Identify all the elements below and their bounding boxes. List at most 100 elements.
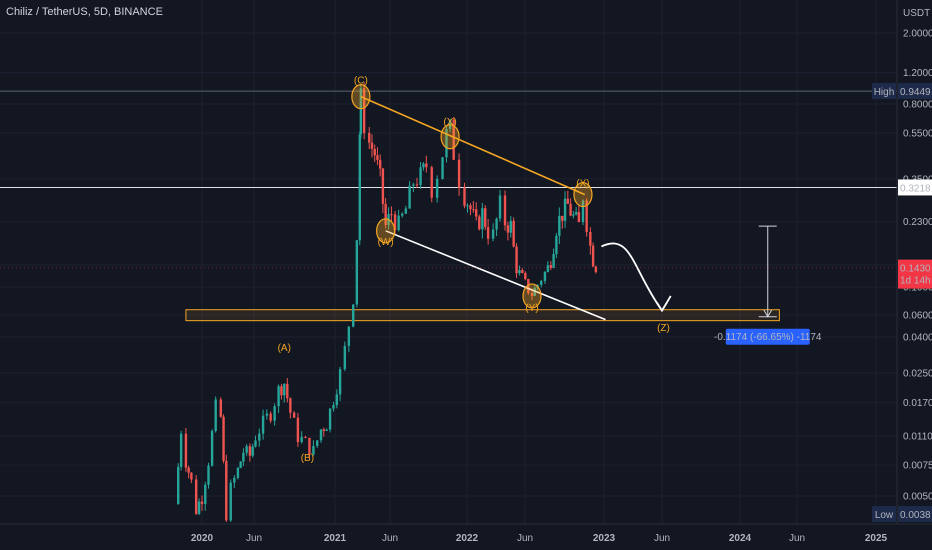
candle	[495, 218, 498, 230]
candle	[552, 254, 555, 268]
time-axis-label: Jun	[246, 533, 262, 544]
level-value-box	[898, 179, 932, 196]
wave-label: (C)	[354, 75, 368, 86]
candle	[543, 271, 547, 281]
time-axis-label: 2021	[324, 533, 347, 544]
candle	[589, 231, 592, 246]
pivot-circle	[522, 283, 542, 309]
candle	[283, 383, 286, 396]
candle	[524, 272, 527, 280]
candle	[555, 235, 558, 255]
high-value: 0.9449	[900, 87, 931, 98]
candle	[558, 215, 561, 236]
time-axis-label: Jun	[382, 533, 398, 544]
high-tag-label: High	[874, 87, 895, 98]
candle	[527, 279, 530, 294]
candle	[222, 416, 225, 461]
candle	[376, 155, 379, 160]
candle	[569, 203, 572, 216]
candle	[289, 398, 292, 413]
candle	[378, 159, 382, 169]
pivot-circle	[376, 218, 396, 244]
candle	[408, 185, 411, 209]
candle	[229, 482, 232, 521]
candle	[258, 433, 261, 441]
candle	[397, 215, 400, 231]
measure-label-box	[725, 328, 810, 345]
candle	[381, 168, 385, 204]
candle	[574, 212, 578, 215]
high-tag-box	[872, 83, 896, 100]
candle	[273, 406, 276, 421]
wave-label: (X)	[576, 179, 589, 190]
candle	[463, 187, 466, 206]
candle	[370, 142, 374, 149]
candle	[384, 203, 387, 225]
wave-label: (A)	[278, 343, 291, 354]
candle	[484, 208, 487, 228]
candle	[498, 195, 502, 219]
time-axis-label: 2025	[865, 533, 888, 544]
candle	[521, 269, 524, 273]
candle	[269, 413, 272, 421]
candle	[251, 446, 254, 456]
candle	[312, 445, 315, 455]
candle	[280, 386, 283, 396]
candle-countdown: 1d 14h	[900, 276, 931, 287]
price-axis-label: 2.0000	[903, 29, 932, 40]
candle	[179, 433, 183, 467]
candle	[261, 415, 265, 434]
candle	[445, 128, 448, 158]
current-price-box	[898, 259, 932, 289]
candle	[207, 465, 210, 485]
candle	[304, 436, 307, 438]
candle	[355, 240, 359, 305]
candle	[343, 345, 347, 370]
candle	[503, 195, 507, 226]
candle	[296, 417, 300, 443]
candle	[308, 437, 311, 455]
pivot-circle	[351, 83, 371, 110]
time-axis-label: Jun	[789, 533, 805, 544]
candle	[469, 205, 472, 210]
level-value: 0.3218	[900, 183, 931, 194]
candle	[546, 265, 550, 272]
candle	[572, 214, 575, 216]
candle	[581, 200, 585, 223]
candle	[518, 269, 521, 274]
candle	[393, 214, 397, 231]
candle	[486, 227, 490, 239]
time-axis-label: 2020	[191, 533, 214, 544]
candle	[347, 326, 351, 346]
candle	[239, 461, 242, 468]
low-value-box	[898, 506, 932, 522]
candle	[419, 167, 422, 186]
candle	[194, 479, 198, 514]
candle	[328, 408, 332, 430]
wave-label: (X)	[443, 117, 456, 128]
candle	[184, 433, 188, 468]
wave-label: (Z)	[657, 323, 670, 334]
candle	[425, 163, 428, 168]
candle	[187, 467, 190, 473]
price-axis-label: 0.0600	[903, 310, 932, 321]
low-tag-box	[872, 506, 896, 522]
high-value-box	[898, 83, 932, 100]
candle	[415, 184, 419, 186]
candle	[204, 484, 207, 504]
candle	[335, 394, 338, 406]
candle	[530, 293, 534, 296]
price-axis-label: 0.0400	[903, 333, 932, 344]
measure-arrowhead	[763, 309, 773, 318]
candle	[422, 163, 425, 168]
time-axis-label: Jun	[654, 533, 670, 544]
pivot-circle	[440, 124, 460, 150]
candle	[210, 430, 214, 466]
candle	[325, 429, 328, 431]
candle	[277, 386, 280, 407]
candle	[362, 88, 366, 134]
candle	[475, 209, 478, 217]
